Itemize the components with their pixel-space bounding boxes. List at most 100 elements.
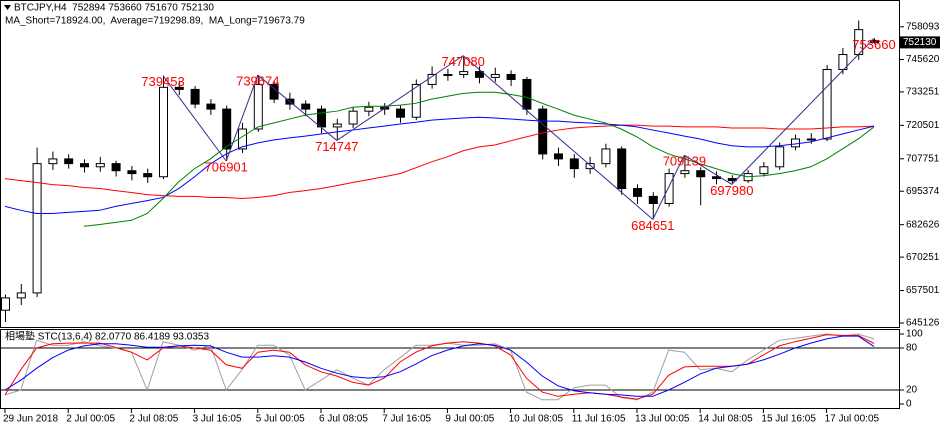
candle-body bbox=[253, 83, 263, 130]
candle-body bbox=[48, 158, 58, 165]
y-tick-label: 100 bbox=[906, 329, 923, 340]
zigzag-label: 739674 bbox=[236, 74, 279, 89]
candle-body bbox=[680, 170, 690, 175]
price-tag bbox=[900, 36, 940, 49]
zigzag-label: 714747 bbox=[315, 139, 358, 154]
zigzag-label: 753660 bbox=[852, 37, 895, 52]
candle-body bbox=[664, 173, 674, 204]
x-tick-label: 6 Jul 08:05 bbox=[319, 414, 368, 425]
zigzag-leg bbox=[652, 154, 685, 220]
candle-body bbox=[822, 68, 832, 140]
candle-body bbox=[490, 73, 500, 78]
candle-body bbox=[190, 88, 200, 105]
candle-body bbox=[443, 73, 453, 76]
y-tick-label: 745620 bbox=[906, 54, 940, 65]
zigzag-leg bbox=[731, 38, 875, 185]
candle-body bbox=[791, 138, 800, 148]
menu-arrow[interactable] bbox=[4, 5, 11, 10]
x-tick-label: 5 Jul 00:05 bbox=[256, 414, 305, 425]
zigzag-label: 706901 bbox=[205, 159, 248, 174]
x-tick-label: 2 Jul 08:05 bbox=[129, 414, 178, 425]
candle-body bbox=[759, 166, 769, 175]
zigzag-leg bbox=[684, 154, 733, 185]
x-tick-label: 9 Jul 00:05 bbox=[445, 414, 494, 425]
x-tick-label: 7 Jul 16:05 bbox=[382, 414, 431, 425]
candle-body bbox=[16, 292, 26, 299]
series-line bbox=[4, 335, 875, 397]
candle-body bbox=[538, 108, 548, 155]
candle-body bbox=[506, 73, 516, 80]
zigzag-label: 684651 bbox=[631, 218, 674, 233]
series-line bbox=[4, 116, 875, 214]
candle-body bbox=[80, 163, 89, 168]
candle-body bbox=[554, 153, 563, 160]
candle-body bbox=[64, 158, 74, 165]
zigzag-leg bbox=[162, 75, 227, 162]
candle-body bbox=[522, 78, 532, 110]
candle-body bbox=[411, 83, 421, 118]
zigzag-leg bbox=[257, 74, 338, 141]
candle-body bbox=[317, 108, 326, 128]
candle-body bbox=[617, 148, 627, 190]
x-tick-label: 17 Jul 00:05 bbox=[825, 414, 880, 425]
candle-body bbox=[348, 110, 358, 125]
zigzag-leg bbox=[336, 55, 464, 141]
y-tick-label: 0 bbox=[906, 399, 912, 410]
candle-body bbox=[301, 103, 311, 110]
candle-body bbox=[696, 170, 706, 178]
candle-body bbox=[648, 195, 658, 204]
candle-body bbox=[174, 86, 184, 90]
candle-body bbox=[159, 86, 168, 178]
y-tick-label: 645126 bbox=[906, 318, 940, 329]
y-tick-label: 670251 bbox=[906, 252, 940, 263]
x-tick-label: 3 Jul 16:05 bbox=[193, 414, 242, 425]
series-line bbox=[83, 91, 875, 227]
y-tick-label: 657501 bbox=[906, 285, 940, 296]
zigzag-label: 739453 bbox=[141, 74, 184, 89]
x-tick-label: 2 Jul 00:05 bbox=[66, 414, 115, 425]
candle-body bbox=[585, 163, 595, 170]
candle-body bbox=[475, 71, 484, 78]
y-tick-label: 682626 bbox=[906, 219, 940, 230]
x-tick-label: 29 Jun 2018 bbox=[3, 414, 58, 425]
zigzag-leg bbox=[225, 74, 259, 162]
price-tag-label: 752130 bbox=[903, 37, 937, 48]
sub-title: 相場塾 STC(13,6,4) 82.0770 86.4189 93.0353 bbox=[5, 330, 209, 343]
candle-body bbox=[206, 103, 216, 110]
series-line bbox=[4, 124, 875, 200]
x-tick-label: 14 Jul 08:05 bbox=[698, 414, 753, 425]
candle-body bbox=[222, 108, 232, 150]
candle-body bbox=[775, 146, 785, 168]
zigzag-leg bbox=[462, 55, 654, 220]
x-tick-label: 10 Jul 08:05 bbox=[509, 414, 564, 425]
y-tick-label: 733251 bbox=[906, 87, 940, 98]
candle-body bbox=[32, 163, 42, 294]
y-tick-label: 707751 bbox=[906, 153, 940, 164]
y-tick-label: 758093 bbox=[906, 21, 940, 32]
y-tick-label: 720501 bbox=[906, 120, 940, 131]
x-tick-label: 13 Jul 00:05 bbox=[635, 414, 690, 425]
candle-body bbox=[332, 123, 342, 128]
chart-title: BTCJPY,H4 752894 753660 751670 752130 bbox=[14, 3, 214, 14]
x-tick-label: 11 Jul 16:05 bbox=[572, 414, 626, 425]
zigzag-label: 747080 bbox=[442, 54, 485, 69]
candle-body bbox=[111, 163, 121, 172]
zigzag-label: 697980 bbox=[710, 183, 753, 198]
candle-body bbox=[569, 158, 579, 170]
candle-body bbox=[601, 148, 611, 165]
y-tick-label: 695374 bbox=[906, 186, 940, 197]
candle-body bbox=[95, 163, 105, 168]
candle-body bbox=[838, 54, 848, 70]
y-tick-label: 80 bbox=[906, 343, 918, 354]
candle-body bbox=[127, 170, 137, 175]
candle-body bbox=[1, 297, 10, 311]
candle-body bbox=[364, 106, 374, 112]
y-tick-label: 20 bbox=[906, 385, 918, 396]
candle-body bbox=[143, 173, 153, 178]
main-panel bbox=[0, 0, 900, 328]
candle-body bbox=[396, 108, 405, 118]
zigzag-label: 709139 bbox=[663, 154, 706, 169]
x-tick-label: 15 Jul 16:05 bbox=[761, 414, 816, 425]
